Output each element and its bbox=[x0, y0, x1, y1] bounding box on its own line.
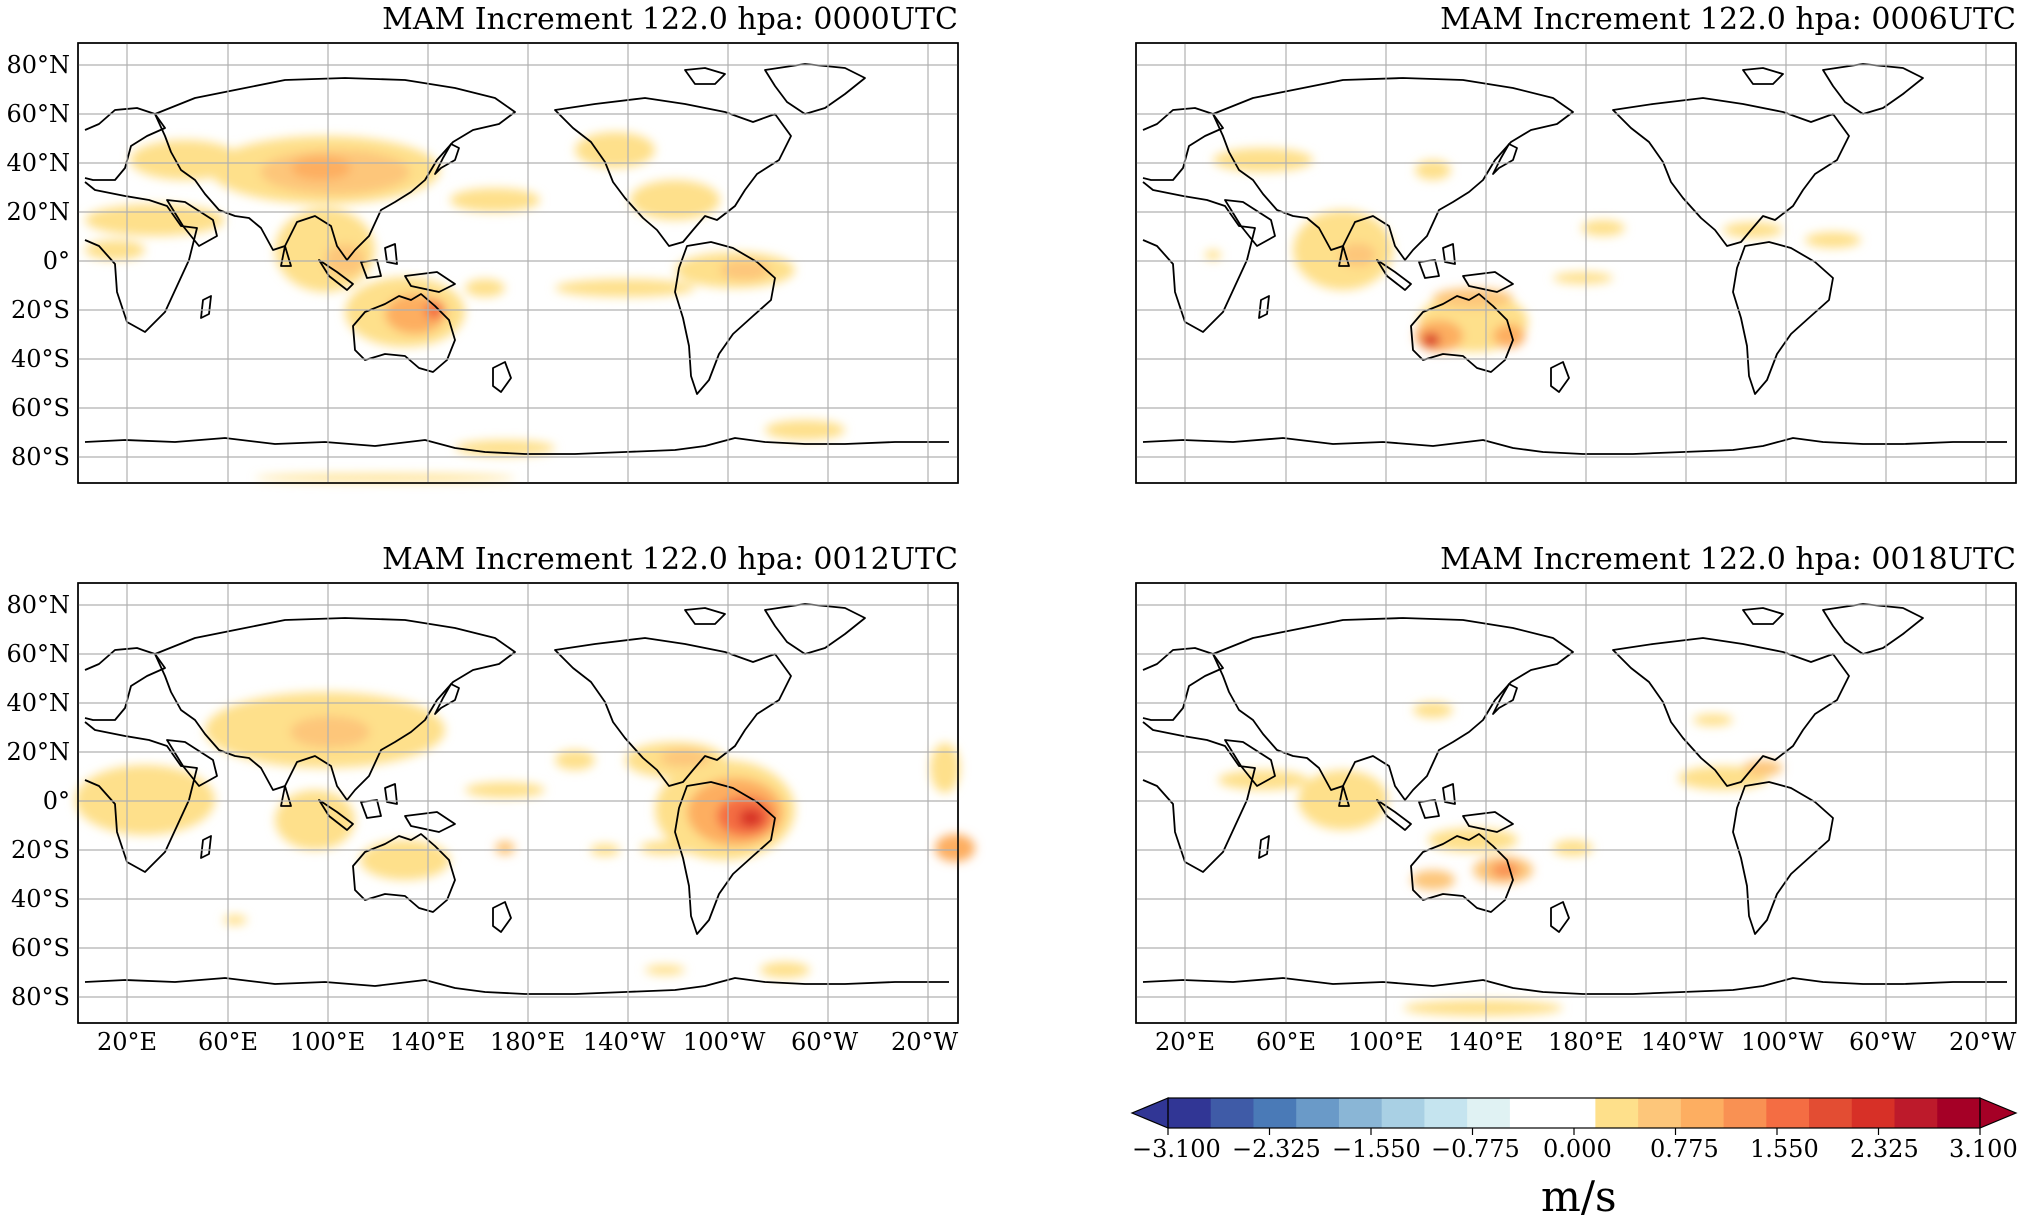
colorbar-tick-label: −3.100 bbox=[1132, 1135, 1221, 1163]
colorbar-segment bbox=[1680, 1098, 1725, 1128]
lat-label: 60°S bbox=[11, 394, 70, 422]
lat-label: 40°S bbox=[11, 345, 70, 373]
lon-label: 180°E bbox=[1548, 1028, 1624, 1056]
panel-title-0018utc: MAM Increment 122.0 hpa: 0018UTC bbox=[1440, 542, 2016, 577]
lat-label: 0° bbox=[42, 787, 70, 815]
colorbar-segment bbox=[1168, 1098, 1212, 1128]
colorbar-min-extend bbox=[1130, 1097, 1169, 1129]
map-panel-0006utc bbox=[1135, 42, 2017, 484]
lat-label: 60°N bbox=[6, 100, 70, 128]
lat-label: 40°N bbox=[6, 149, 70, 177]
lat-label: 80°N bbox=[6, 51, 70, 79]
lon-label: 100°E bbox=[290, 1028, 366, 1056]
lon-label: 60°W bbox=[1849, 1028, 1917, 1056]
colorbar-segment bbox=[1381, 1098, 1425, 1128]
map-panel-0012utc bbox=[75, 582, 975, 1024]
colorbar-segment bbox=[1894, 1098, 1938, 1128]
panel-title-0006utc: MAM Increment 122.0 hpa: 0006UTC bbox=[1440, 2, 2016, 37]
lat-label: 0° bbox=[42, 247, 70, 275]
increment-field bbox=[75, 692, 975, 978]
lon-label: 20°W bbox=[891, 1028, 959, 1056]
colorbar-tick-label: 3.100 bbox=[1949, 1135, 2018, 1163]
lon-label: 60°W bbox=[791, 1028, 859, 1056]
lat-label: 80°N bbox=[6, 591, 70, 619]
lon-label: 180°E bbox=[490, 1028, 566, 1056]
lon-label: 20°E bbox=[97, 1028, 158, 1056]
colorbar-segment bbox=[1937, 1098, 1981, 1128]
lon-label: 20°W bbox=[1949, 1028, 2017, 1056]
lat-label: 20°S bbox=[11, 296, 70, 324]
colorbar-segment bbox=[1210, 1098, 1254, 1128]
lon-label: 60°E bbox=[1256, 1028, 1317, 1056]
colorbar-tick-label: −1.550 bbox=[1332, 1135, 1421, 1163]
lon-label: 140°E bbox=[1448, 1028, 1524, 1056]
lon-label: 140°E bbox=[390, 1028, 466, 1056]
colorbar-segment bbox=[1851, 1098, 1896, 1128]
colorbar-tick-label: 0.775 bbox=[1650, 1135, 1719, 1163]
colorbar-tick-label: 2.325 bbox=[1850, 1135, 1919, 1163]
colorbar-tick-label: 1.550 bbox=[1750, 1135, 1819, 1163]
colorbar-tick-label: 0.000 bbox=[1543, 1135, 1612, 1163]
map-panel-0000utc bbox=[77, 42, 959, 484]
lon-label: 100°W bbox=[1741, 1028, 1824, 1056]
colorbar-segment bbox=[1509, 1098, 1554, 1128]
colorbar-tick-label: −2.325 bbox=[1232, 1135, 1321, 1163]
colorbar-tick-label: −0.775 bbox=[1431, 1135, 1520, 1163]
colorbar-segment bbox=[1467, 1098, 1511, 1128]
panel-title-0000utc: MAM Increment 122.0 hpa: 0000UTC bbox=[382, 2, 958, 37]
lon-label: 140°W bbox=[583, 1028, 666, 1056]
colorbar-segment bbox=[1766, 1098, 1810, 1128]
lat-label: 20°S bbox=[11, 836, 70, 864]
lat-label: 20°N bbox=[6, 738, 70, 766]
lat-label: 60°S bbox=[11, 934, 70, 962]
colorbar-segment bbox=[1723, 1098, 1767, 1128]
colorbar-max-extend bbox=[1979, 1097, 2018, 1129]
lon-label: 60°E bbox=[198, 1028, 259, 1056]
colorbar-segment bbox=[1809, 1098, 1853, 1128]
colorbar-segment bbox=[1253, 1098, 1297, 1128]
lon-label: 100°W bbox=[683, 1028, 766, 1056]
lat-label: 60°N bbox=[6, 640, 70, 668]
panel-title-0012utc: MAM Increment 122.0 hpa: 0012UTC bbox=[382, 542, 958, 577]
colorbar-segment bbox=[1638, 1098, 1682, 1128]
lon-label: 100°E bbox=[1348, 1028, 1424, 1056]
lat-label: 80°S bbox=[11, 443, 70, 471]
lat-label: 40°N bbox=[6, 689, 70, 717]
lat-label: 80°S bbox=[11, 983, 70, 1011]
colorbar-segment bbox=[1424, 1098, 1468, 1128]
lon-label: 140°W bbox=[1641, 1028, 1724, 1056]
colorbar-unit-label: m/s bbox=[1541, 1172, 1617, 1221]
map-panel-0018utc bbox=[1135, 582, 2017, 1024]
colorbar-segment bbox=[1338, 1098, 1383, 1128]
lon-label: 20°E bbox=[1155, 1028, 1216, 1056]
colorbar bbox=[1130, 1097, 2018, 1135]
lat-label: 40°S bbox=[11, 885, 70, 913]
colorbar-segment bbox=[1296, 1098, 1340, 1128]
colorbar-segment bbox=[1595, 1098, 1639, 1128]
lat-label: 20°N bbox=[6, 198, 70, 226]
colorbar-segment bbox=[1552, 1098, 1596, 1128]
